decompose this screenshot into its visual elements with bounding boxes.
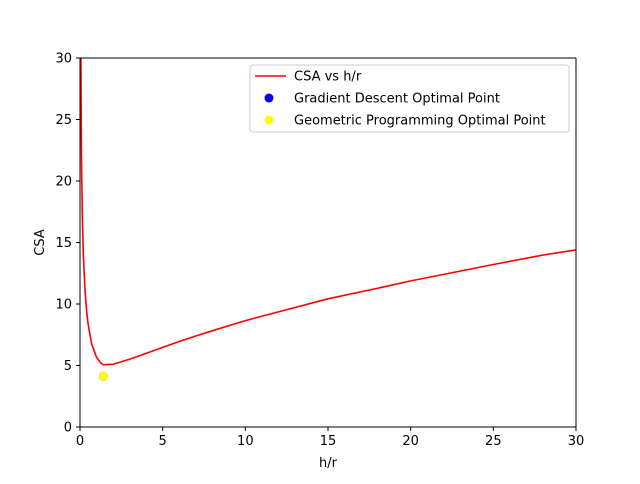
- series-line-csa: [80, 58, 576, 366]
- scatter-point-geometric-programming: [98, 371, 108, 381]
- x-tick-label: 0: [76, 434, 84, 449]
- y-tick-label: 15: [55, 236, 72, 251]
- y-tick-label: 10: [55, 298, 72, 313]
- legend-entry-label: CSA vs h/r: [294, 70, 362, 85]
- y-tick-label: 20: [55, 175, 72, 190]
- y-tick-label: 5: [64, 359, 72, 374]
- x-tick-label: 10: [237, 434, 254, 449]
- x-tick-label: 20: [402, 434, 419, 449]
- legend-box: [249, 64, 570, 133]
- x-tick-label: 5: [159, 434, 167, 449]
- y-tick-label: 30: [55, 52, 72, 67]
- legend-marker-swatch: [264, 115, 274, 125]
- axes: 0 5 10 15 20 25 30 0 5 10 15 20 25 30: [55, 52, 584, 450]
- x-tick-label: 30: [568, 434, 585, 449]
- legend-entry-label: Geometric Programming Optimal Point: [294, 114, 546, 129]
- legend-entry-label: Gradient Descent Optimal Point: [294, 92, 500, 107]
- legend: CSA vs h/r Gradient Descent Optimal Point…: [249, 64, 570, 133]
- x-tick-label: 15: [320, 434, 337, 449]
- y-axis-label: CSA: [33, 229, 48, 256]
- legend-marker-swatch: [264, 93, 274, 103]
- y-tick-label: 25: [55, 113, 72, 128]
- plot-area: [80, 58, 576, 381]
- x-axis-label: h/r: [319, 456, 338, 471]
- x-tick-label: 25: [485, 434, 502, 449]
- y-tick-label: 0: [64, 421, 72, 436]
